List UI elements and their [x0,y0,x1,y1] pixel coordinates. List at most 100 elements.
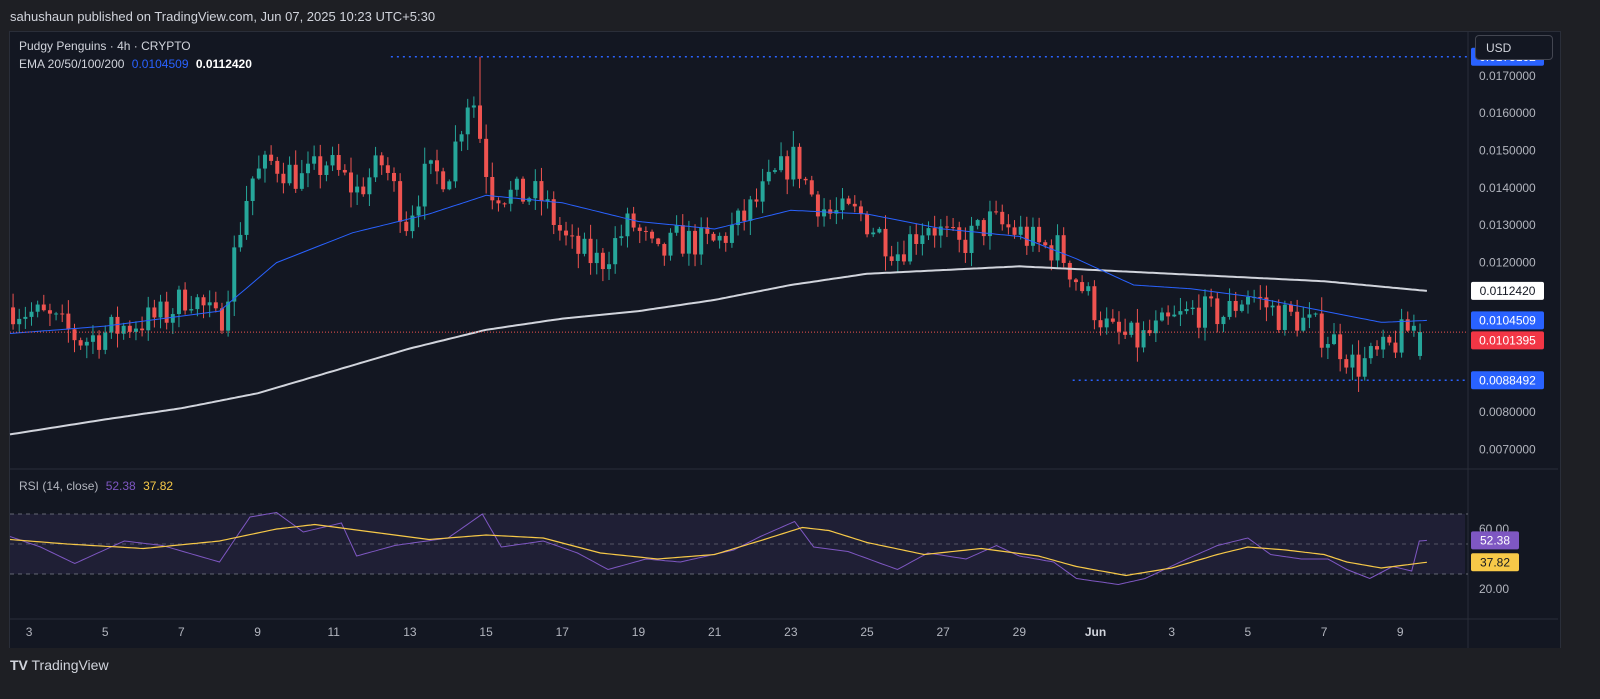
candle-body [385,165,390,173]
candle-body [78,340,83,346]
candle-body [895,254,900,261]
candle-body [84,341,89,346]
rsi-ma-line [9,523,1427,577]
price-tick-label: 0.0140000 [1479,181,1536,195]
candle-body [1387,336,1392,343]
top-bar: sahushaun published on TradingView.com, … [0,0,1600,32]
price-tick-label: 0.0070000 [1479,442,1536,456]
candle-body [1184,309,1189,312]
candle-body [1399,319,1404,353]
candle-body [1301,317,1306,331]
candle-body [944,226,949,228]
candle-body [1375,346,1380,350]
candle-body [60,313,65,315]
candle-body [471,105,476,108]
candle-body [1141,330,1146,348]
candle-body [361,186,366,195]
candle-body [1246,296,1250,305]
candle-body [66,313,71,330]
currency-button[interactable]: USD [1475,35,1553,60]
candle-body [398,181,403,222]
candle-body [1381,336,1386,350]
candle-body [269,154,274,161]
candle-body [183,289,188,311]
candle-body [447,181,452,190]
candle-body [422,163,427,207]
ema-slow-line [9,265,1428,436]
candle-body [508,189,513,204]
candle-body [717,235,722,241]
candle-body [1147,330,1152,334]
candle-body [957,227,962,240]
price-label-last: 0.0101395 [1479,333,1536,347]
candle-body [600,252,605,270]
candle-body [90,335,95,342]
candle-body [502,203,507,205]
candle-body [588,238,593,264]
candle-body [404,221,409,232]
candle-body [213,302,218,309]
candle-body [35,304,40,312]
candle-body [1092,286,1097,321]
candle-body [1012,227,1017,235]
candle-body [1338,334,1343,360]
chart-frame[interactable] [9,31,1561,650]
candle-body [453,141,458,182]
candle-body [981,220,986,237]
candle-body [858,206,863,215]
candle-body [828,209,833,214]
rsi-legend[interactable]: RSI (14, close) 52.38 37.82 [19,479,173,493]
candle-body [23,316,28,319]
candle-body [1221,316,1226,325]
candle-body [1239,304,1244,311]
ema-fast-value: 0.0104509 [131,57,189,71]
candle-body [1411,325,1416,331]
candle-body [680,225,685,254]
symbol-legend[interactable]: Pudgy Penguins · 4h · CRYPTO [19,39,191,53]
candle-body [1344,359,1349,368]
candle-body [840,198,845,211]
candle-body [1295,311,1300,331]
candle-body [699,227,704,255]
candle-body [951,227,956,229]
candle-body [822,209,827,217]
candle-body [1129,322,1134,335]
candle-body [176,289,181,315]
candle-body [637,227,642,231]
ema-label[interactable]: EMA 20/50/100/200 [19,57,125,71]
candle-body [97,335,102,350]
candle-body [207,302,212,306]
price-tick-label: 0.0170000 [1479,69,1536,83]
candle-body [1325,344,1330,348]
candle-body [54,313,59,315]
candle-body [1018,226,1023,235]
candle-body [1172,314,1177,317]
time-tick-label: 19 [632,625,646,639]
candle-body [250,178,255,201]
price-label-ema_fast: 0.0104509 [1479,313,1536,327]
candle-body [324,165,329,175]
candle-body [441,171,446,190]
ema-legend[interactable]: EMA 20/50/100/200 0.0104509 0.0112420 [19,57,252,71]
price-label-ema_fast-bg [1471,311,1544,330]
rsi-title[interactable]: RSI (14, close) [19,479,99,493]
symbol-title[interactable]: Pudgy Penguins · 4h · CRYPTO [19,39,191,53]
candle-body [1264,297,1269,308]
candle-body [723,235,728,243]
candle-body [238,234,243,248]
price-label-low: 0.0088492 [1479,373,1536,387]
tradingview-logo[interactable]: TV TradingView [10,657,109,673]
candle-body [1313,313,1318,315]
time-tick-label: 17 [556,625,570,639]
candle-body [262,154,267,169]
candle-body [545,199,550,201]
candle-body [1282,304,1287,330]
candle-body [1178,311,1183,315]
candle-body [195,297,200,310]
candle-body [1319,313,1324,348]
candle-body [686,230,691,254]
candle-body [674,225,679,233]
candle-body [312,156,317,164]
candle-body [736,210,741,226]
